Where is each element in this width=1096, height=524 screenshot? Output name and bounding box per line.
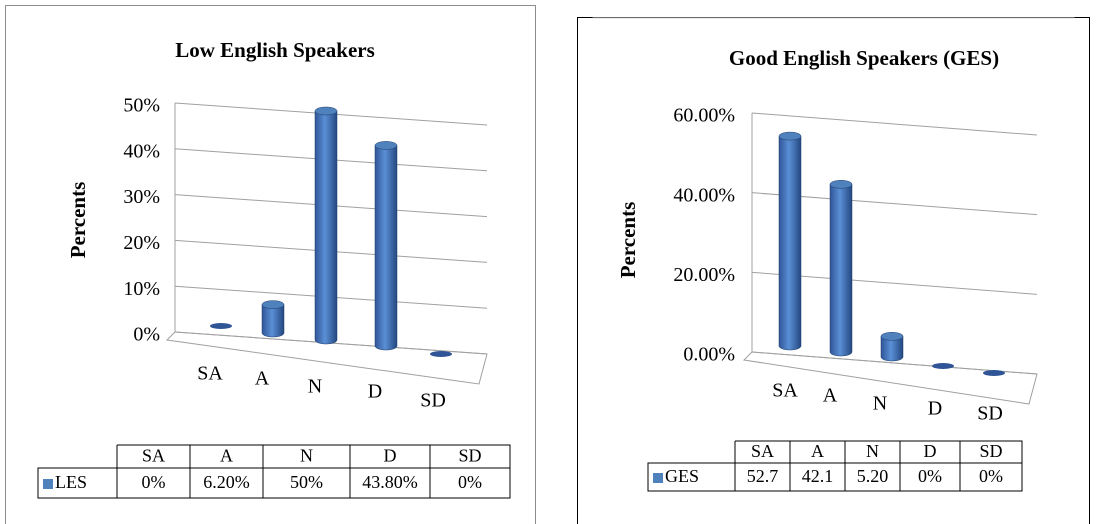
bar-top: [314, 106, 338, 116]
x-tick-label: N: [308, 376, 322, 398]
table-grid: [37, 444, 511, 499]
table-value: 42.1: [802, 466, 834, 486]
legend-swatch: [43, 479, 53, 489]
table-header: N: [866, 441, 879, 461]
x-tick-label: SA: [772, 380, 798, 402]
x-tick-label: SD: [977, 403, 1003, 425]
y-tick-label: 10%: [123, 278, 160, 300]
x-tick-label: SA: [197, 363, 223, 385]
y-tick-label: 40%: [123, 140, 160, 162]
table-header: A: [811, 441, 824, 461]
table-value: 0%: [918, 466, 942, 486]
legend-label: LES: [55, 472, 87, 492]
table-grid: [647, 440, 1023, 492]
y-tick-label: 50%: [123, 95, 160, 117]
bar: [430, 351, 452, 357]
x-tick-label: D: [368, 381, 382, 403]
bar-top: [932, 363, 954, 369]
bar: [778, 131, 802, 351]
bar: [880, 332, 904, 362]
bar: [829, 180, 853, 357]
table-value: 50%: [290, 472, 323, 492]
y-tick-label: 30%: [123, 186, 160, 208]
x-tick-label: SD: [420, 390, 446, 412]
bar: [932, 363, 954, 369]
chart-title: Low English Speakers: [175, 38, 375, 62]
table-value: 0%: [458, 472, 482, 492]
legend-label: GES: [665, 466, 699, 486]
y-tick-label: 0%: [133, 324, 160, 346]
bar-body: [778, 135, 802, 351]
x-tick-label: D: [928, 398, 942, 420]
bar-body: [261, 304, 285, 338]
bar-top: [374, 141, 398, 150]
bar-top: [261, 300, 285, 309]
bar: [374, 141, 398, 351]
panel-line: [592, 17, 1075, 19]
table-value: 5.20: [857, 466, 889, 486]
y-tick-label: 60.00%: [673, 105, 735, 127]
table-value: 0%: [979, 466, 1003, 486]
table-header: SA: [142, 446, 165, 466]
table-header: SD: [458, 446, 481, 466]
table-value: 52.7: [747, 466, 779, 486]
y-tick-label: 20%: [123, 232, 160, 254]
bar-body: [880, 336, 904, 362]
table-value: 0%: [142, 472, 166, 492]
y-axis-label: Percents: [66, 182, 90, 259]
table-header: SA: [751, 441, 774, 461]
panel-border: [5, 5, 536, 524]
bar: [210, 323, 232, 329]
table-value: 6.20%: [203, 472, 250, 492]
bar-top: [829, 180, 853, 189]
legend-swatch: [653, 473, 663, 483]
y-tick-label: 40.00%: [673, 184, 735, 206]
bar: [983, 370, 1005, 376]
bar-body: [829, 184, 853, 357]
y-axis-label: Percents: [616, 202, 640, 279]
table-header: A: [220, 446, 233, 466]
table-header: SD: [979, 441, 1002, 461]
bar: [314, 106, 338, 345]
bar-body: [314, 110, 338, 345]
x-tick-label: A: [823, 385, 838, 407]
table-value: 43.80%: [362, 472, 418, 492]
chart-title: Good English Speakers (GES): [729, 46, 999, 70]
x-tick-label: A: [255, 368, 270, 390]
bar-top: [210, 323, 232, 329]
grid-line: [751, 112, 1038, 136]
bar-top: [983, 370, 1005, 376]
y-tick-label: 0.00%: [683, 344, 735, 366]
bar: [261, 300, 285, 338]
x-tick-label: N: [873, 393, 887, 415]
table-header: D: [924, 441, 937, 461]
table-header: N: [300, 446, 313, 466]
bar-top: [880, 332, 904, 341]
bar-top: [778, 131, 802, 141]
bar-body: [374, 145, 398, 351]
bar-top: [430, 351, 452, 357]
y-tick-label: 20.00%: [673, 264, 735, 286]
table-header: D: [384, 446, 397, 466]
